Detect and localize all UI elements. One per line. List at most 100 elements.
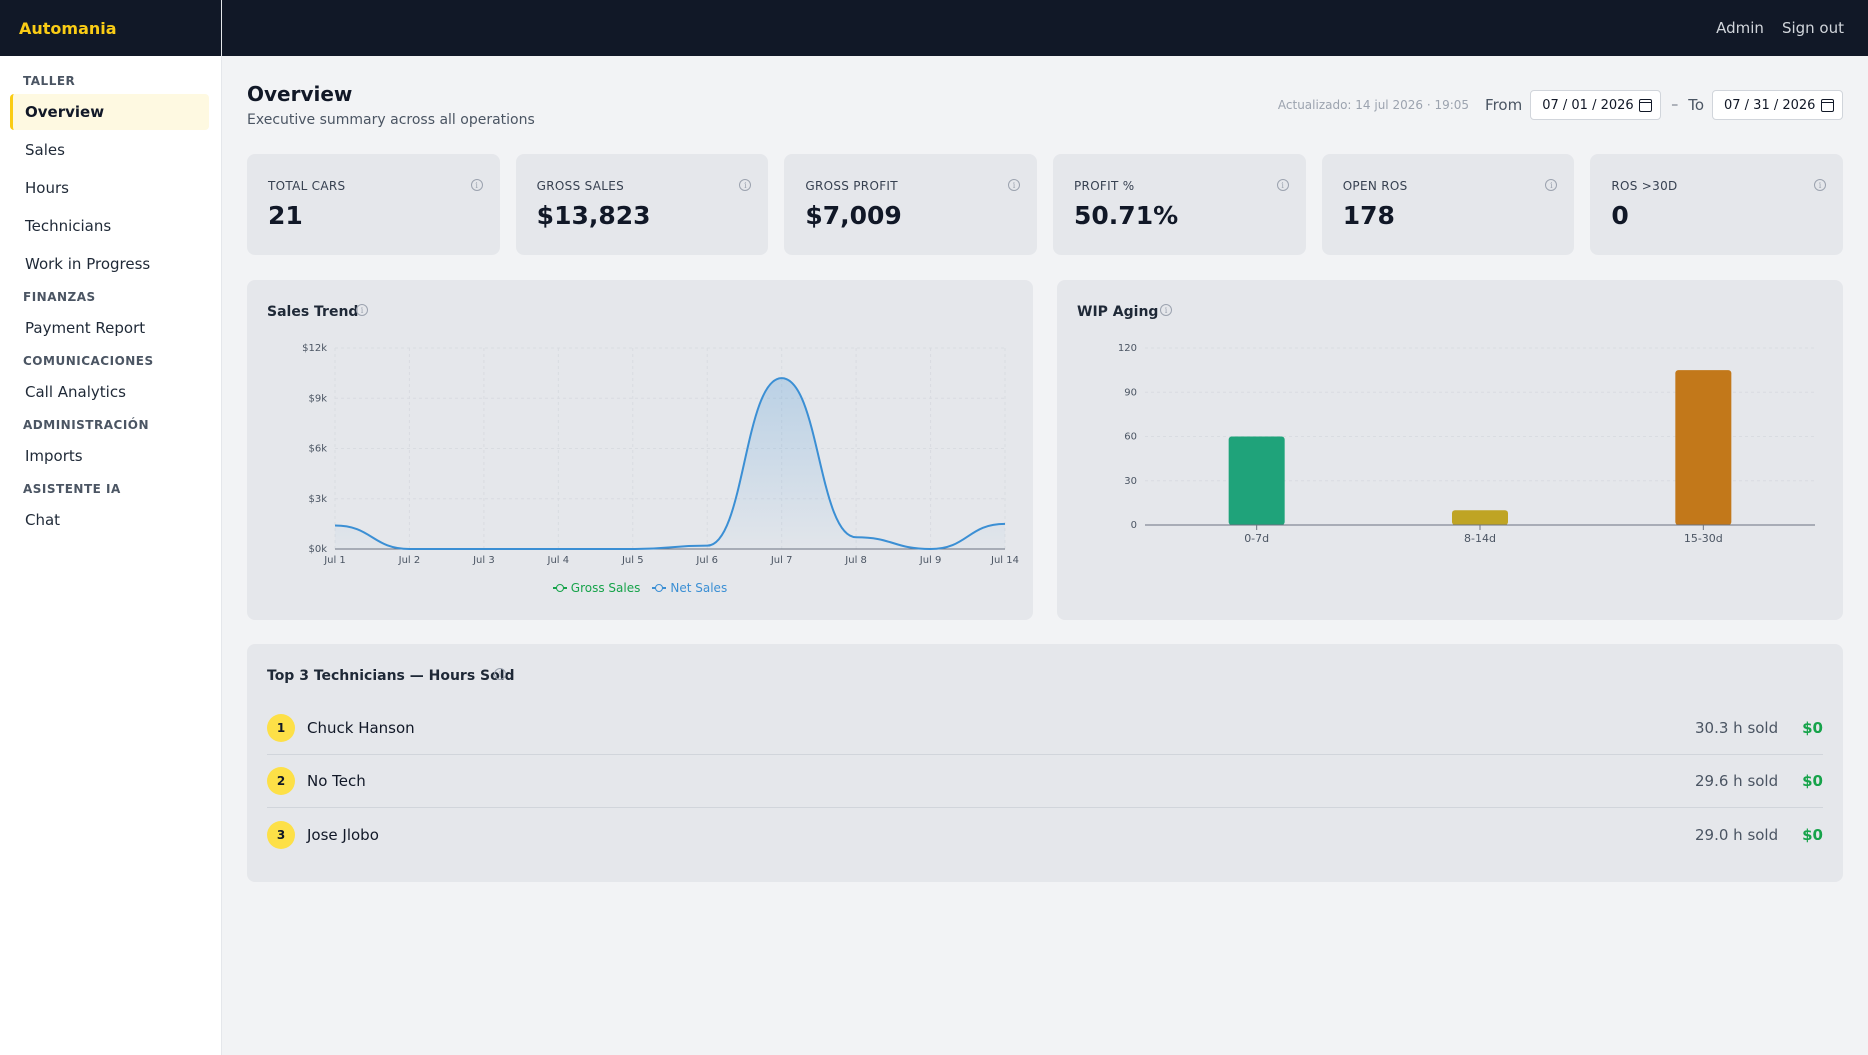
calendar-icon[interactable] <box>1821 98 1834 112</box>
info-icon[interactable]: i <box>1814 179 1827 191</box>
sidebar-item-chat[interactable]: Chat <box>25 511 61 529</box>
sidebar-item-work-in-progress[interactable]: Work in Progress <box>25 255 151 273</box>
to-date-value: 07 / 31 / 2026 <box>1724 97 1816 113</box>
bar-8-14d[interactable] <box>1452 510 1508 525</box>
wip-aging-panel: 0 30 60 90 120 0-7d 8-14d 15-30d WIP Aging i <box>1057 280 1843 620</box>
x-tick-label: Jul 3 <box>472 555 495 566</box>
nav-section-title: ADMINISTRACIÓN <box>23 418 150 432</box>
rank-badge: 3 <box>267 820 295 849</box>
kpi-card-gross-profit: GROSS PROFIT $7,009 i <box>784 154 1038 255</box>
kpi-card-ros-30d: ROS >30D 0 i <box>1590 154 1844 255</box>
updated-timestamp: Actualizado: 14 jul 2026 · 19:05 <box>1277 98 1470 112</box>
bar-0-7d[interactable] <box>1228 436 1285 526</box>
user-menu[interactable]: Admin <box>1716 19 1764 37</box>
nav-group: TALLER Overview Sales Hours Technicians Work … <box>0 74 221 282</box>
sidebar-item-technicians[interactable]: Technicians <box>25 217 112 235</box>
page-title: Overview <box>247 82 353 106</box>
sidebar-item-hours[interactable]: Hours <box>25 179 69 197</box>
kpi-value: 21 <box>268 201 303 230</box>
net-sales-area <box>335 378 1005 549</box>
kpi-card-open-ros: OPEN ROS 178 i <box>1321 154 1575 255</box>
y-tick-label: $3k <box>308 494 327 505</box>
x-tick-label: Jul 14 <box>990 555 1019 566</box>
kpi-label: ROS >30D <box>1611 179 1678 193</box>
list-item: 3 Jose Jlobo 29.0 h sold $0 <box>267 808 1823 861</box>
y-tick-label: $12k <box>302 343 327 354</box>
page-header: Overview Executive summary across all op… <box>247 56 1843 154</box>
kpi-card-total-cars: TOTAL CARS 21 i <box>247 154 500 255</box>
technician-list: 1 Chuck Hanson 30.3 h sold $0 2 No Tech … <box>267 702 1823 861</box>
sidebar-item-overview[interactable]: Overview <box>10 94 209 130</box>
x-tick-label: 8-14d <box>1464 532 1496 545</box>
kpi-value: $13,823 <box>536 201 651 230</box>
date-range: Actualizado: 14 jul 2026 · 19:05 From 07… <box>1278 90 1843 120</box>
net-sales-line <box>334 377 1006 551</box>
topbar: Admin Sign out <box>222 0 1868 56</box>
x-tick-label: Jul 1 <box>323 555 346 566</box>
y-tick-label: 30 <box>1124 476 1137 487</box>
kpi-value: $7,009 <box>805 201 902 230</box>
info-icon[interactable]: i <box>470 179 483 191</box>
brand-bar: Automania <box>0 0 221 56</box>
x-tick-label: Jul 9 <box>919 555 942 566</box>
gross-sales-line <box>335 378 1005 549</box>
technician-name: No Tech <box>307 772 366 790</box>
kpi-label: TOTAL CARS <box>268 179 346 193</box>
hours-sold: 29.0 h sold <box>1695 825 1779 844</box>
kpi-card-gross-sales: GROSS SALES $13,823 i <box>515 154 769 255</box>
technician-name: Jose Jlobo <box>307 825 379 844</box>
panel-title: Top 3 Technicians — Hours Sold <box>267 668 515 684</box>
legend-label: Net Sales <box>670 581 728 595</box>
sidebar-item-imports[interactable]: Imports <box>25 447 83 465</box>
nav-group: ASISTENTE IA Chat <box>0 482 221 538</box>
list-item: 2 No Tech 29.6 h sold $0 <box>267 755 1823 808</box>
amount: $0 <box>1802 719 1823 737</box>
legend-item[interactable]: Gross Sales <box>552 581 640 595</box>
x-tick-label: Jul 6 <box>695 555 718 566</box>
info-icon[interactable]: i <box>1276 179 1289 191</box>
nav-section-title: TALLER <box>23 74 76 88</box>
kpi-label: OPEN ROS <box>1342 179 1408 193</box>
kpi-label: PROFIT % <box>1074 179 1135 193</box>
from-date-input[interactable]: 07 / 01 / 2026 <box>1530 90 1662 120</box>
signout-link[interactable]: Sign out <box>1781 19 1844 37</box>
chart-legend: Gross Sales Net Sales <box>247 581 1033 595</box>
panel-title: WIP Aging <box>1077 304 1159 320</box>
sidebar-item-payment-report[interactable]: Payment Report <box>25 319 146 337</box>
y-tick-label: 0 <box>1131 520 1137 531</box>
info-icon[interactable]: i <box>1008 179 1021 191</box>
nav-section-title: FINANZAS <box>23 290 96 304</box>
bar-15-30d[interactable] <box>1675 370 1732 525</box>
sidebar-item-call-analytics[interactable]: Call Analytics <box>25 383 126 401</box>
to-date-input[interactable]: 07 / 31 / 2026 <box>1712 90 1843 120</box>
nav-section-title: COMUNICACIONES <box>23 354 154 368</box>
brand-logo[interactable]: Automania <box>19 18 117 38</box>
charts-row: $0k $3k $6k $9k $12k Jul 1 Jul 2 Jul 3 Jul 4 Jul … <box>247 280 1843 620</box>
info-icon[interactable]: i <box>1160 304 1172 316</box>
legend-marker-icon <box>652 584 667 592</box>
info-icon[interactable]: i <box>494 668 506 680</box>
date-separator: – <box>1671 97 1679 113</box>
panel-title: Sales Trend <box>267 304 359 320</box>
legend-item[interactable]: Net Sales <box>652 581 727 595</box>
from-date-value: 07 / 01 / 2026 <box>1542 97 1634 113</box>
kpi-card-profit-pct: PROFIT % 50.71% i <box>1053 154 1306 255</box>
info-icon[interactable]: i <box>1545 179 1558 191</box>
sidebar-item-sales[interactable]: Sales <box>25 141 65 159</box>
from-label: From <box>1485 96 1523 114</box>
x-tick-label: Jul 2 <box>398 555 421 566</box>
x-tick-label: Jul 7 <box>770 555 793 566</box>
info-icon[interactable]: i <box>356 304 368 316</box>
technician-name: Chuck Hanson <box>307 719 415 737</box>
technicians-panel: Top 3 Technicians — Hours Sold i 1 Chuck… <box>247 644 1843 882</box>
nav-group: FINANZAS Payment Report <box>0 290 221 346</box>
amount: $0 <box>1802 772 1823 790</box>
page-subtitle: Executive summary across all operations <box>247 112 535 128</box>
rank-badge: 2 <box>267 767 295 795</box>
info-icon[interactable]: i <box>739 179 752 191</box>
x-tick-label: Jul 8 <box>844 555 867 566</box>
sales-trend-chart: $0k $3k $6k $9k $12k Jul 1 Jul 2 Jul 3 Jul 4 Jul … <box>302 343 1019 566</box>
calendar-icon[interactable] <box>1639 98 1653 112</box>
kpi-value: 50.71% <box>1074 201 1179 230</box>
sidebar: Automania TALLER Overview Sales Hours Techni… <box>0 0 222 1055</box>
